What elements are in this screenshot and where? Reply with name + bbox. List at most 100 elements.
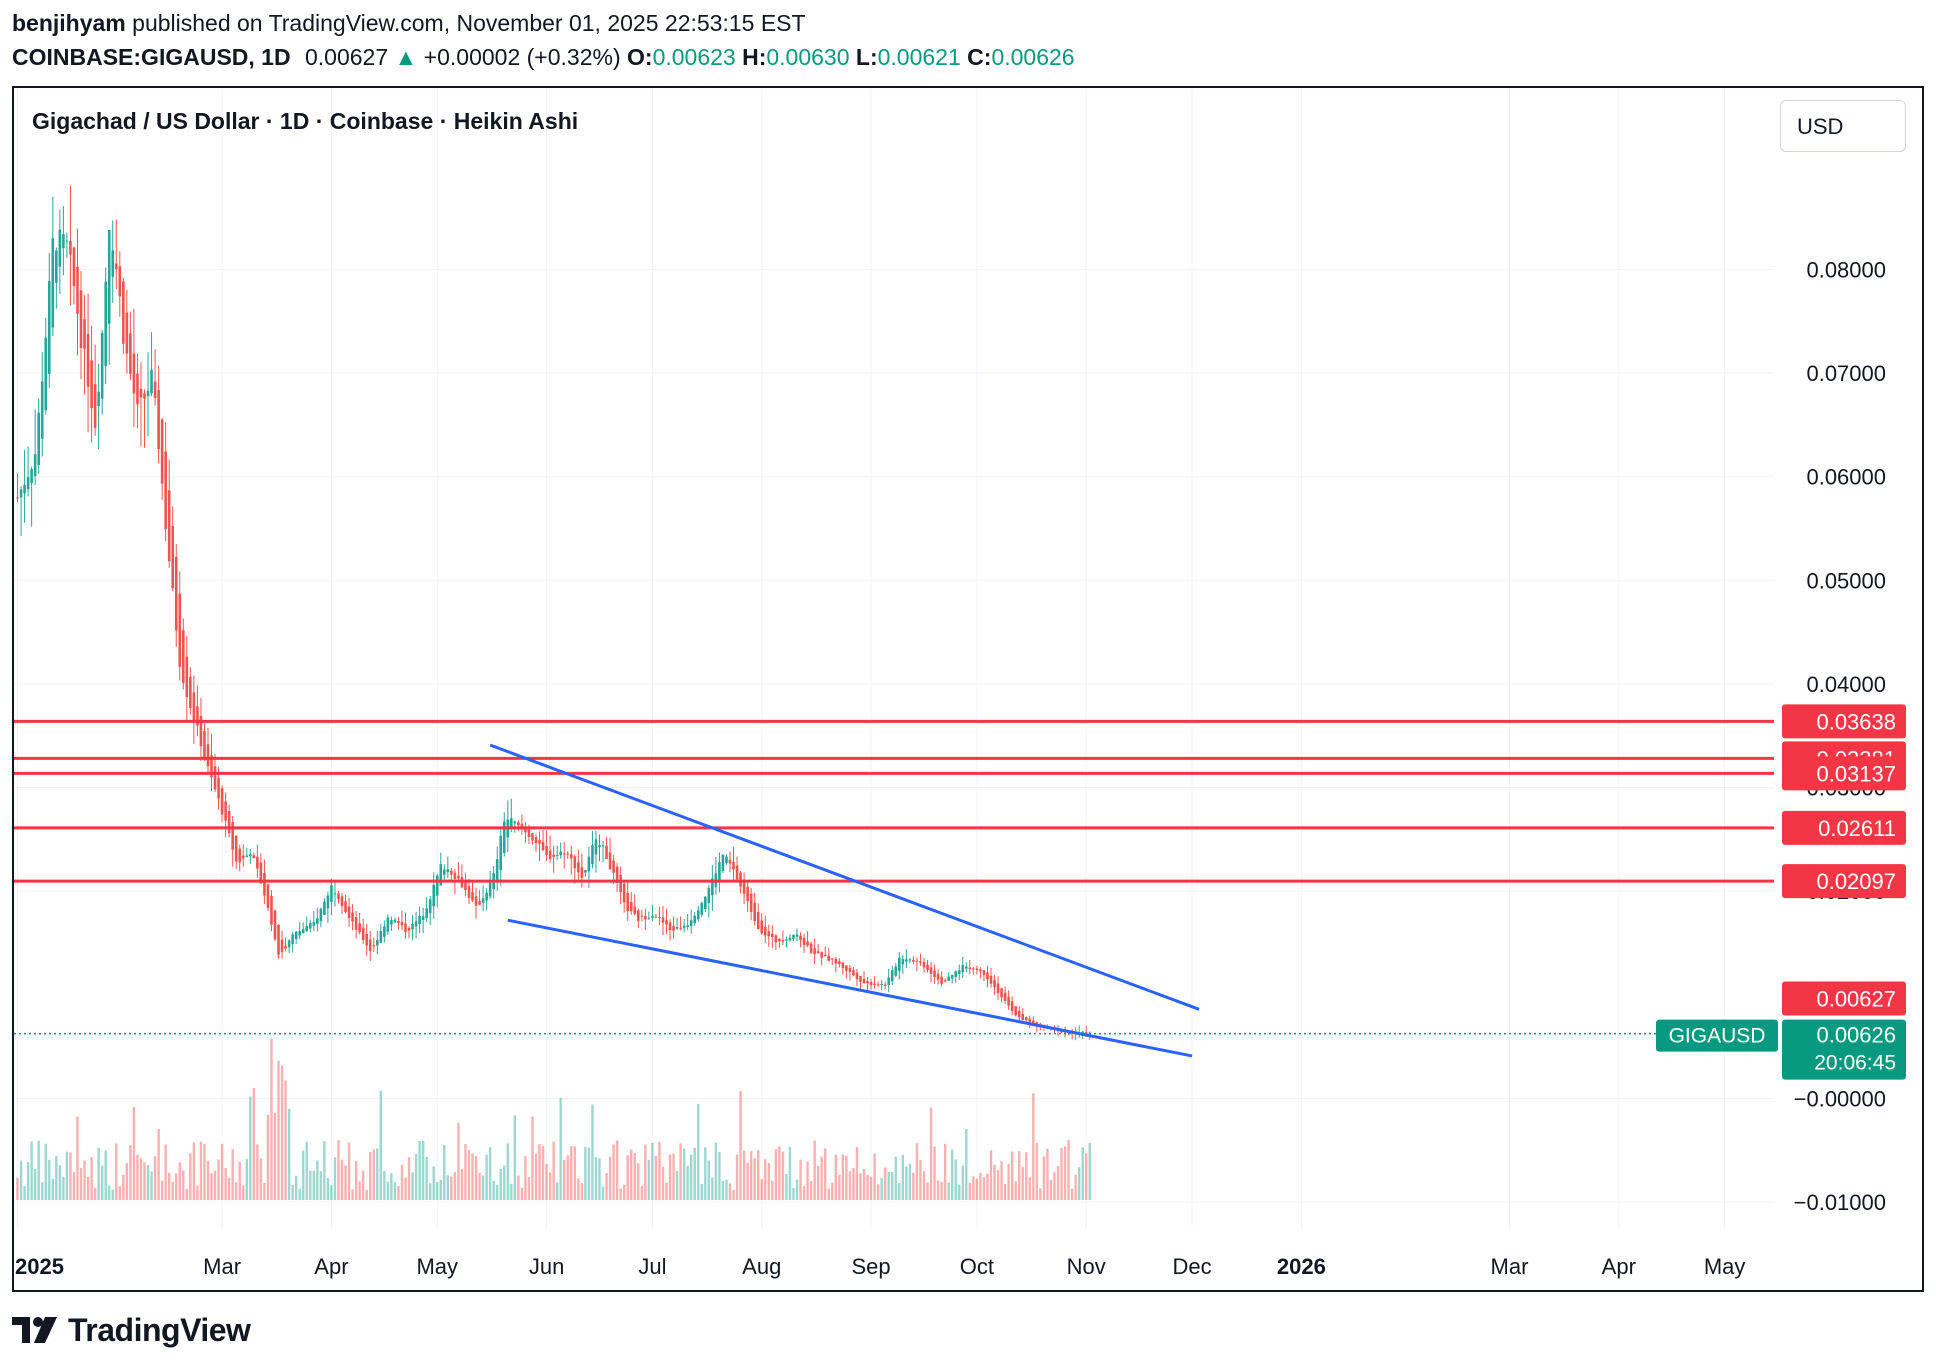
open-value: 0.00623: [652, 44, 736, 70]
volume-bar: [199, 1141, 203, 1200]
candle-body: [996, 983, 1000, 994]
candle-body: [947, 976, 950, 981]
candle-body: [104, 281, 108, 366]
chart-canvas[interactable]: 0.080000.070000.060000.050000.040000.030…: [14, 88, 1922, 1290]
volume-bar: [809, 1181, 813, 1200]
volume-bar: [37, 1140, 40, 1200]
time-tick-label: Mar: [203, 1254, 241, 1279]
candle-body: [679, 927, 682, 929]
candle-body: [485, 892, 488, 901]
candle-body: [880, 984, 883, 986]
candle-body: [270, 896, 273, 925]
volume-bar: [69, 1152, 72, 1200]
candle-body: [527, 829, 531, 838]
candle-body: [838, 961, 841, 965]
currency-button[interactable]: USD: [1780, 100, 1906, 152]
volume-bar: [704, 1147, 707, 1200]
volume-bar: [414, 1153, 418, 1200]
candle-body: [26, 477, 30, 490]
volume-bar: [718, 1151, 721, 1200]
volume-bar: [633, 1152, 636, 1200]
volume-bar: [725, 1179, 728, 1200]
volume-bar: [577, 1178, 580, 1200]
candle-body: [33, 454, 37, 477]
countdown-label: 20:06:45: [1814, 1052, 1896, 1075]
volume-bar: [883, 1167, 887, 1200]
last-price-tag: [1782, 981, 1906, 1016]
candle-body: [227, 811, 231, 834]
volume-bar: [171, 1181, 174, 1200]
chart-pane[interactable]: 0.080000.070000.060000.050000.040000.030…: [12, 86, 1924, 1292]
candle-body: [894, 966, 898, 976]
candle-body: [809, 943, 813, 953]
chart-legend-title[interactable]: Gigachad / US Dollar · 1D · Coinbase · H…: [32, 108, 579, 134]
volume-bar: [859, 1173, 862, 1200]
candle-body: [658, 917, 661, 919]
candle-body: [86, 333, 90, 387]
volume-bar: [587, 1147, 591, 1200]
volume-bar: [510, 1183, 513, 1200]
volume-bar: [1049, 1179, 1053, 1200]
time-tick-label: 2025: [15, 1254, 64, 1279]
symbol-label[interactable]: COINBASE:GIGAUSD, 1D: [12, 44, 291, 70]
volume-bar: [79, 1167, 83, 1200]
volume-bar: [65, 1151, 69, 1200]
author-name[interactable]: benjihyam: [12, 10, 126, 36]
tradingview-logo[interactable]: TradingView: [12, 1310, 251, 1350]
candle-body: [510, 818, 513, 829]
volume-bar: [1053, 1172, 1056, 1200]
last-price: 0.00627: [304, 44, 389, 70]
candle-body: [912, 959, 915, 962]
volume-bar: [742, 1150, 746, 1200]
volume-bar: [464, 1143, 467, 1200]
candle-body: [499, 835, 503, 871]
candle-body: [287, 940, 291, 948]
volume-bar: [693, 1147, 696, 1200]
volume-bar: [714, 1142, 718, 1200]
symbol-tag-label: GIGAUSD: [1669, 1025, 1766, 1048]
candle-body: [689, 920, 693, 927]
candle-body: [76, 266, 79, 314]
candle-body: [975, 968, 979, 971]
volume-bar: [428, 1183, 432, 1200]
candle-body: [654, 916, 658, 918]
volume-bar: [591, 1104, 594, 1200]
candle-body: [97, 391, 100, 406]
price-tick-label: 0.04000: [1806, 672, 1886, 697]
candle-body: [936, 973, 940, 980]
volume-bar: [894, 1156, 897, 1200]
candle-body: [72, 247, 76, 286]
candle-body: [615, 866, 619, 883]
volume-bar: [1018, 1151, 1021, 1200]
volume-bar: [379, 1090, 383, 1200]
candle-body: [344, 901, 347, 913]
candle-body: [386, 917, 390, 932]
candle-body: [555, 854, 559, 856]
volume-bar: [386, 1181, 390, 1200]
candle-body: [823, 954, 827, 957]
candle-body: [143, 393, 146, 399]
volume-bar: [531, 1116, 534, 1200]
volume-bar: [841, 1154, 845, 1200]
candle-body: [474, 896, 478, 906]
candle-body: [62, 233, 65, 249]
candle-body: [721, 854, 725, 872]
horizontal-levels: [14, 719, 1774, 883]
volume-bar: [178, 1162, 181, 1200]
volume-bar: [950, 1149, 954, 1200]
volume-bar: [19, 1160, 23, 1200]
candle-body: [767, 931, 771, 937]
volume-bar: [912, 1172, 915, 1200]
volume-bar: [1021, 1166, 1024, 1200]
candle-body: [633, 906, 637, 915]
volume-bar: [622, 1184, 626, 1200]
volume-bar: [594, 1157, 598, 1200]
candle-body: [365, 933, 369, 946]
candle-body: [834, 958, 838, 964]
candle-body: [559, 851, 562, 856]
candle-body: [957, 970, 961, 975]
level-price-label: 0.02611: [1818, 816, 1896, 841]
volume-bar: [457, 1122, 460, 1200]
volume-bar: [615, 1140, 619, 1200]
volume-bar: [1077, 1167, 1081, 1200]
